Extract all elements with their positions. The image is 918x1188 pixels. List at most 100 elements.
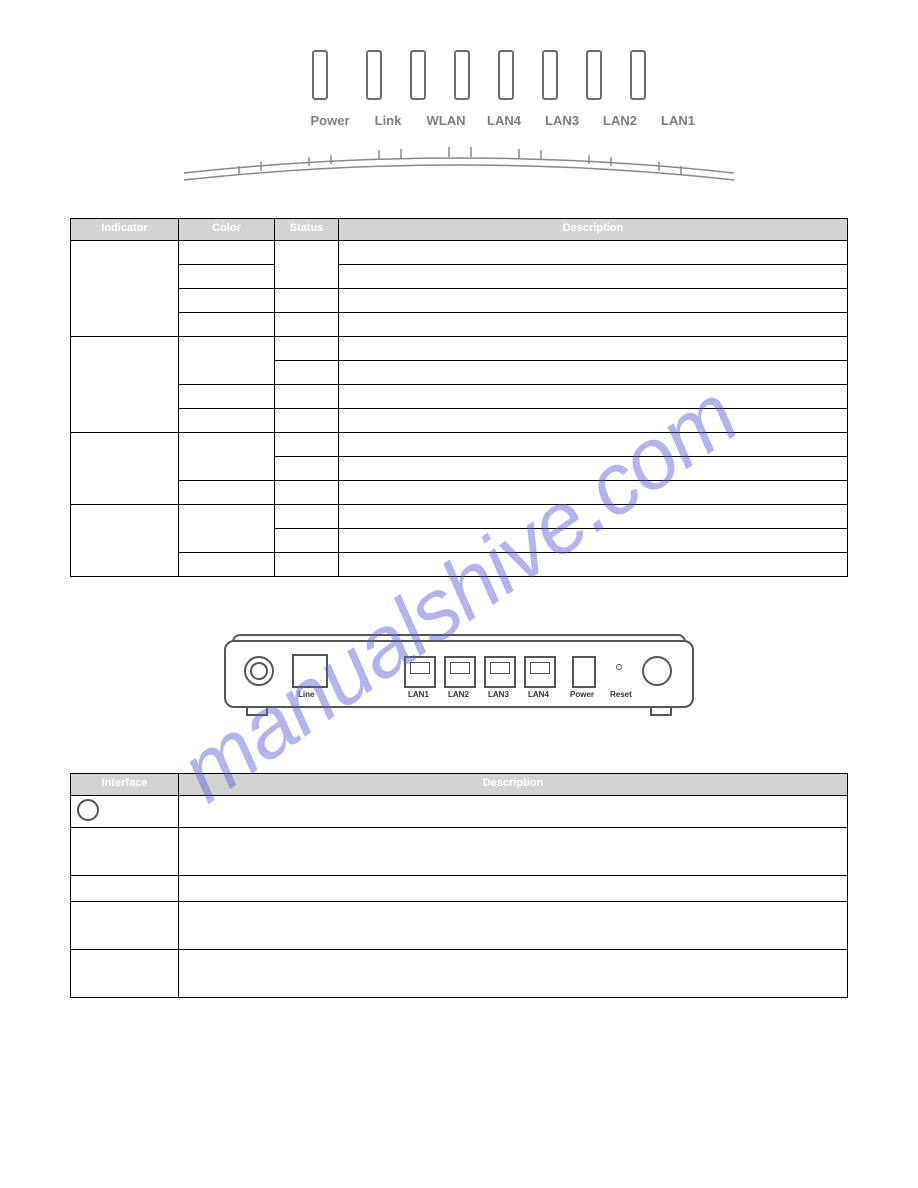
table-header-row: Indicator Color Status Description (71, 219, 848, 241)
cell-status: On (275, 241, 339, 289)
lan-port-icon (404, 656, 436, 688)
table-row: Red Blinks The firmware is upgrading. (71, 289, 848, 313)
lan-port-icon (484, 656, 516, 688)
interface-table: Interface Description Antenna interface,… (70, 773, 848, 998)
line-port-icon (292, 654, 328, 688)
cell-desc: The device is powered off. (339, 313, 848, 337)
table-row: - Off The device is powered off. (71, 313, 848, 337)
cell-status: Blinks (275, 361, 339, 385)
led-label: Power (308, 113, 352, 128)
cell-desc: The device is initiating. (339, 265, 848, 289)
table-row: Red On The device fails to be authentica… (71, 385, 848, 409)
cell-status: Blinks (275, 289, 339, 313)
cell-color: - (179, 409, 275, 433)
cell-status: Off (275, 313, 339, 337)
cell-desc: The device is powered on and the initial… (339, 241, 848, 265)
rear-panel-figure: Line LAN1 LAN2 LAN3 LAN4 Power Reset Fig… (70, 634, 848, 743)
figure-caption-rear: Figure 2 Rear panel (70, 729, 848, 743)
table-row: WLAN Green On WLAN connection is normal,… (71, 433, 848, 457)
th-description: Description (339, 219, 848, 241)
port-label: LAN4 (528, 690, 549, 699)
port-label: LAN2 (448, 690, 469, 699)
led-label: Link (366, 113, 410, 128)
led-indicator (366, 50, 382, 100)
cell-status: Blinks (275, 457, 339, 481)
cell-desc: WLAN connection is not established. (339, 481, 848, 505)
cell-desc: Data exchange in WAN interface. (339, 361, 848, 385)
led-labels-row: Power Link WLAN LAN4 LAN3 LAN2 LAN1 (308, 113, 700, 128)
cell-desc: WLAN connection is normal, but no data i… (339, 433, 848, 457)
cell-color: Red (179, 289, 275, 313)
table-header-row: Interface Description (71, 774, 848, 796)
table-row: Power Power interface, for connecting th… (71, 902, 848, 950)
cell-status: Blinks (275, 529, 339, 553)
led-label: LAN2 (598, 113, 642, 128)
cell-status: On (275, 337, 339, 361)
table-row: LAN1/2/3/4 Green On The LAN connection i… (71, 505, 848, 529)
cell-interface: Reset (71, 950, 179, 998)
led-indicator (630, 50, 646, 100)
cell-desc: Power interface, for connecting the powe… (179, 902, 848, 950)
cell-desc: The LAN connection is normal. (339, 505, 848, 529)
cell-desc: LAN connection is not established. (339, 553, 848, 577)
cell-desc: RJ-45 interface, for connecting the devi… (179, 876, 848, 902)
page-number: 2 (0, 1154, 918, 1168)
cell-desc: The device fails to be authenticated. (339, 385, 848, 409)
table-row: - Off WLAN connection is not established… (71, 481, 848, 505)
led-indicator (410, 50, 426, 100)
section-title-rear: 2.2 Rear Panel and Interface Description (70, 607, 848, 622)
led-label: LAN1 (656, 113, 700, 128)
port-label: Reset (610, 690, 632, 699)
onoff-button-icon (642, 656, 672, 686)
front-panel-figure: Power Link WLAN LAN4 LAN3 LAN2 LAN1 Figu… (70, 40, 848, 208)
led-label: WLAN (424, 113, 468, 128)
antenna-icon (77, 799, 99, 821)
th-indicator: Indicator (71, 219, 179, 241)
power-port-icon (572, 656, 596, 688)
figure-caption-front: Figure 1 Front panel (70, 194, 848, 208)
th-color: Color (179, 219, 275, 241)
cell-indicator: LAN1/2/3/4 (71, 505, 179, 577)
led-row (312, 50, 646, 100)
table-row: Reset Restores the factory default setti… (71, 950, 848, 998)
cell-desc: Restores the factory default settings. K… (179, 950, 848, 998)
cell-interface: LAN1/2/3/4 (71, 876, 179, 902)
led-indicator (312, 50, 328, 100)
cell-color: - (179, 481, 275, 505)
cell-indicator: Link (71, 337, 179, 433)
cell-indicator: WLAN (71, 433, 179, 505)
cell-color: Green (179, 505, 275, 553)
cell-interface: Power (71, 902, 179, 950)
lan-port-icon (524, 656, 556, 688)
table-row: Link Green On The Internet connection is… (71, 337, 848, 361)
th-interface: Interface (71, 774, 179, 796)
table-intro-note: The following table describes the interf… (70, 749, 848, 763)
reset-hole-icon (616, 664, 622, 670)
cell-color: Green (179, 433, 275, 481)
led-table: Indicator Color Status Description Power… (70, 218, 848, 577)
port-label: Power (570, 690, 594, 699)
table-row: - Off No WAN connection. (71, 409, 848, 433)
cell-indicator: Power (71, 241, 179, 337)
note-label: Note: (70, 1016, 848, 1031)
cell-desc: Antenna interface, for connecting the an… (179, 796, 848, 828)
cell-color: - (179, 313, 275, 337)
lan-port-icon (444, 656, 476, 688)
led-indicator (498, 50, 514, 100)
cell-status: On (275, 505, 339, 529)
th-status: Status (275, 219, 339, 241)
cell-desc: Data is being transmitted in WLAN. (339, 457, 848, 481)
cell-status: Off (275, 409, 339, 433)
table-row: Power Green On The device is powered on … (71, 241, 848, 265)
table-row: Red The device is initiating. (71, 265, 848, 289)
cell-status: Off (275, 553, 339, 577)
cell-desc: The Internet connection is normal (PPP d… (339, 337, 848, 361)
cell-desc: No WAN connection. (339, 409, 848, 433)
cell-status: Off (275, 481, 339, 505)
cell-interface: Line (71, 828, 179, 876)
cell-status: On (275, 433, 339, 457)
led-label: LAN4 (482, 113, 526, 128)
port-label: LAN1 (408, 690, 429, 699)
cell-color: Red (179, 265, 275, 289)
port-label: Line (298, 690, 314, 699)
